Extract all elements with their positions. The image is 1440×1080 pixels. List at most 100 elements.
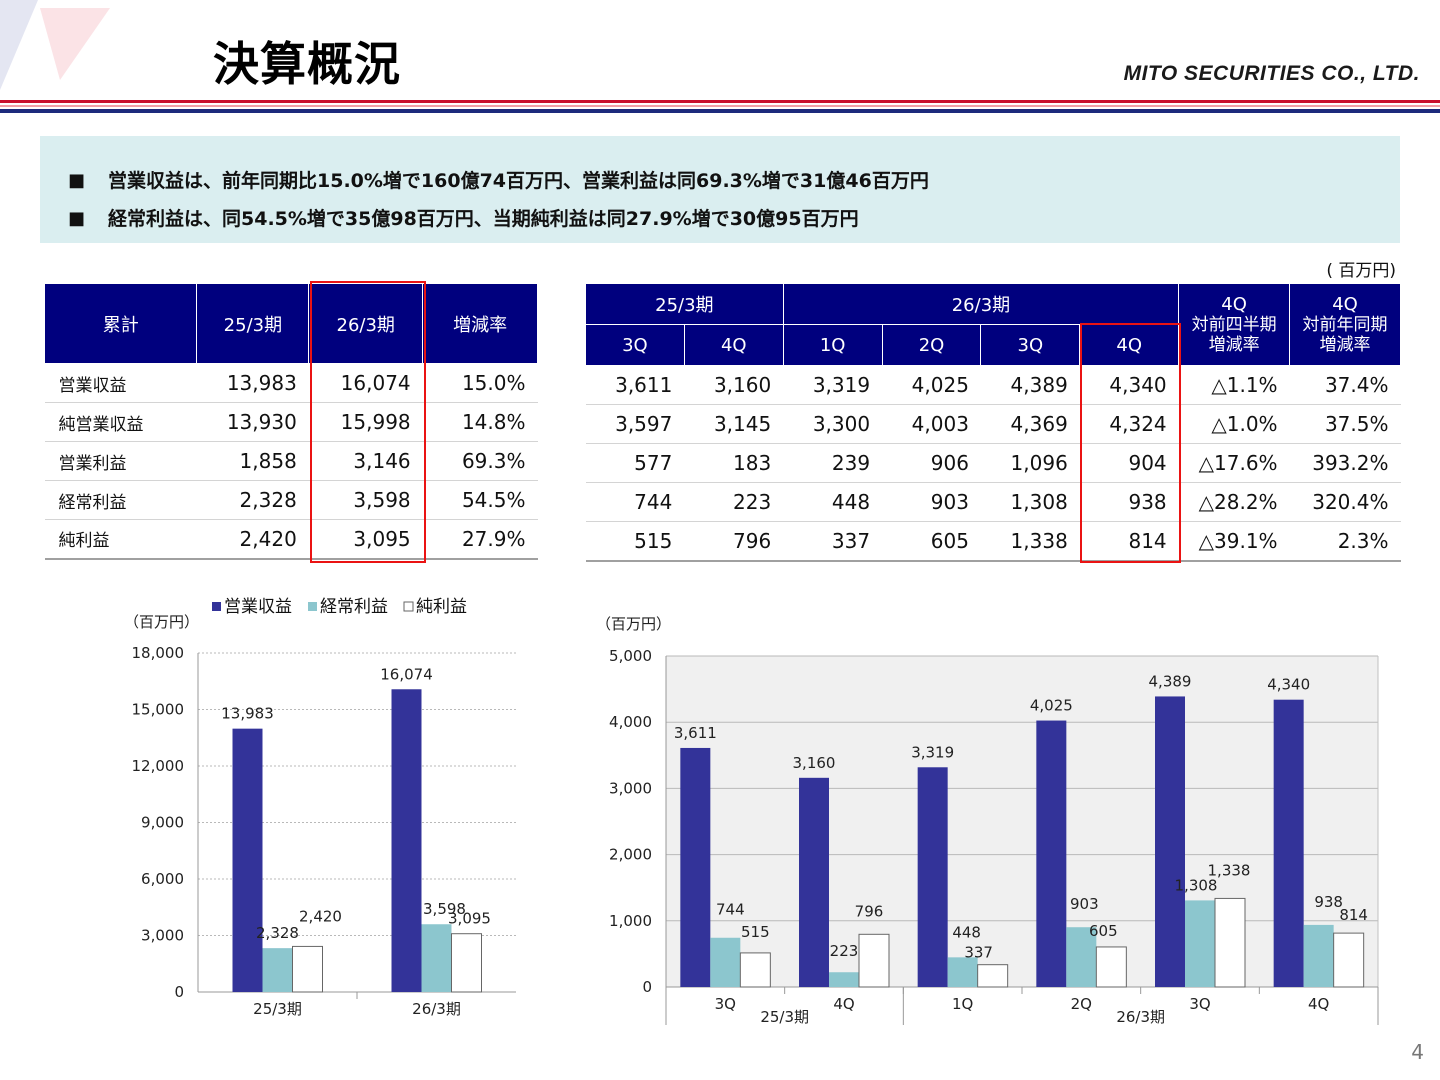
y-tick-label: 2,000 <box>609 846 652 864</box>
cell-value: 903 <box>882 482 981 522</box>
summary-text: 経常利益は、同54.5%増で35億98百万円、当期純利益は同27.9%増で30億… <box>108 208 859 230</box>
cell-value: 15.0% <box>422 363 538 403</box>
data-label: 16,074 <box>380 665 433 683</box>
y-tick-label: 18,000 <box>132 644 185 662</box>
bar-純利益 <box>1214 897 1246 988</box>
cell-value: 320.4% <box>1289 482 1401 522</box>
bullet: ■ <box>68 170 86 191</box>
bar-営業収益 <box>1273 699 1304 987</box>
cell-value: 1,308 <box>980 482 1080 522</box>
row-label: 純利益 <box>44 519 197 560</box>
header-rule-red <box>0 100 1440 103</box>
summary-line: ■ 経常利益は、同54.5%増で35億98百万円、当期純利益は同27.9%増で3… <box>68 200 1400 238</box>
y-tick-label: 6,000 <box>141 870 184 888</box>
cell-value: △39.1% <box>1178 521 1290 562</box>
bar-純利益 <box>292 945 323 993</box>
cell-value: 37.4% <box>1289 365 1401 405</box>
legend-swatch <box>403 601 414 612</box>
row-label: 営業収益 <box>44 363 197 403</box>
x-tick-label: 3Q <box>715 995 736 1013</box>
bar-営業収益 <box>232 728 263 992</box>
bar-経常利益 <box>710 937 741 987</box>
cell-value: 337 <box>783 521 883 562</box>
yoy-header: 4Q 対前年同期 増減率 <box>1289 283 1401 366</box>
header-decoration <box>0 0 110 90</box>
legend-swatch <box>212 602 221 611</box>
cell-value: 14.8% <box>422 402 538 442</box>
data-label: 515 <box>741 923 770 941</box>
x-tick-label: 1Q <box>952 995 973 1013</box>
cell-value: 814 <box>1079 521 1179 562</box>
bar-経常利益 <box>1066 927 1097 987</box>
cell-value: 27.9% <box>422 519 538 560</box>
y-tick-label: 3,000 <box>609 779 652 797</box>
y-tick-label: 0 <box>174 983 184 1001</box>
group-label: 25/3期 <box>760 1008 809 1026</box>
table-row: 経常利益 2,328 3,598 54.5% <box>44 480 538 520</box>
x-tick-label: 4Q <box>833 995 854 1013</box>
cell-value: 4,369 <box>980 404 1080 444</box>
cell-value: 904 <box>1079 443 1179 483</box>
cell-value: 4,340 <box>1079 365 1179 405</box>
cell-value: 3,095 <box>308 519 423 560</box>
data-label: 938 <box>1314 893 1343 911</box>
bullet: ■ <box>68 208 86 229</box>
data-label: 1,338 <box>1208 861 1251 879</box>
data-label: 4,389 <box>1149 672 1192 690</box>
cell-value: △17.6% <box>1178 443 1290 483</box>
plot-area <box>666 656 1378 987</box>
legend-swatch <box>308 602 317 611</box>
bar-純利益 <box>451 933 482 993</box>
bar-営業収益 <box>917 767 948 987</box>
col-header: 25/3期 <box>196 283 310 364</box>
cell-value: 4,003 <box>882 404 981 444</box>
cell-value: 2,420 <box>196 519 309 560</box>
table-row: 3,597 3,145 3,300 4,003 4,369 4,324 △1.0% 37.5% <box>585 404 1401 444</box>
quarter-header: 3Q <box>980 324 1081 366</box>
cell-value: 577 <box>585 443 685 483</box>
data-label: 3,095 <box>448 910 491 928</box>
cumulative-bar-chart: 0 3,000 6,000 9,000 12,000 15,000 18,000 （百万円） 2… <box>124 597 516 1018</box>
bar-営業収益 <box>391 689 422 992</box>
y-tick-label: 1,000 <box>609 912 652 930</box>
quarter-header: 3Q <box>585 324 685 366</box>
cell-value: 2,328 <box>196 480 309 520</box>
y-axis-label: （百万円） <box>124 613 199 631</box>
bar-純利益 <box>1333 932 1365 988</box>
bar-純利益 <box>858 933 890 988</box>
summary-line: ■ 営業収益は、前年同期比15.0%増で160億74百万円、営業利益は同69.3… <box>68 162 1400 200</box>
y-tick-label: 5,000 <box>609 647 652 665</box>
cell-value: 393.2% <box>1289 443 1401 483</box>
cell-value: 3,319 <box>783 365 883 405</box>
data-label: 744 <box>716 901 745 919</box>
header-rule-navy <box>0 109 1440 113</box>
quarterly-bar-chart: 0 1,000 2,000 3,000 4,000 5,000 （百万円） 3Q 3,611 74… <box>596 615 1379 1026</box>
data-label: 4,025 <box>1030 697 1073 715</box>
bar-経常利益 <box>1185 900 1215 987</box>
header-rule-pink <box>0 105 1440 107</box>
cell-value: 37.5% <box>1289 404 1401 444</box>
data-label: 223 <box>830 942 859 960</box>
quarter-header: 4Q <box>683 324 784 366</box>
data-label: 3,611 <box>674 724 717 742</box>
data-label: 605 <box>1089 922 1118 940</box>
cell-value: 4,025 <box>882 365 981 405</box>
bar-経常利益 <box>829 972 859 987</box>
x-tick-label: 4Q <box>1308 995 1329 1013</box>
table-row: 744 223 448 903 1,308 938 △28.2% 320.4% <box>585 482 1401 522</box>
y-tick-label: 9,000 <box>141 814 184 832</box>
cell-value: 796 <box>684 521 784 562</box>
quarterly-table: 25/3期 26/3期 4Q 対前四半期 増減率 4Q 対前年同期 増減率 3Q… <box>585 283 1401 562</box>
table-row: 営業収益 13,983 16,074 15.0% <box>44 363 538 403</box>
legend-entry: 純利益 <box>416 597 467 617</box>
cell-value: 3,300 <box>783 404 883 444</box>
summary-box: ■ 営業収益は、前年同期比15.0%増で160億74百万円、営業利益は同69.3… <box>40 136 1400 243</box>
cell-value: 744 <box>585 482 685 522</box>
data-label: 2,328 <box>256 924 299 942</box>
y-tick-label: 0 <box>642 978 652 996</box>
data-label: 903 <box>1070 895 1099 913</box>
legend-entry: 経常利益 <box>320 597 388 617</box>
unit-note: ( 百万円) <box>1326 261 1396 281</box>
x-tick-label: 2Q <box>1071 995 1092 1013</box>
bar-営業収益 <box>1036 720 1067 987</box>
